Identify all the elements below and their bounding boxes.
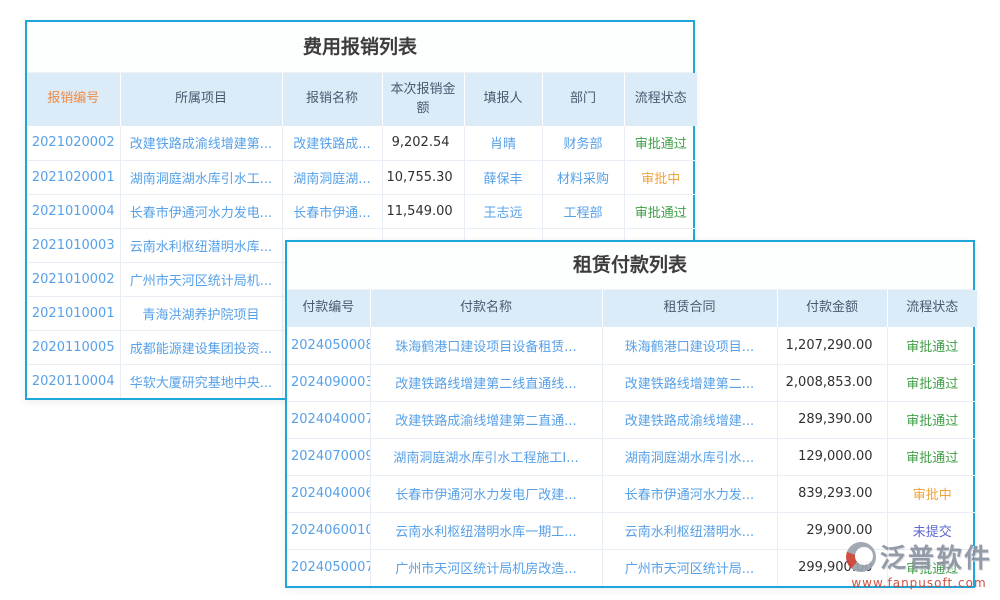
rental-col-status[interactable]: 流程状态 <box>887 290 977 327</box>
table-row[interactable]: 2024040007 改建铁路成渝线增建第二直通... 改建铁路成渝线增建...… <box>287 400 977 438</box>
expense-id-cell[interactable]: 2020110004 <box>27 363 121 398</box>
rental-amount-cell: 839,293.00 <box>777 474 888 512</box>
status-badge: 审批中 <box>887 474 977 512</box>
rental-id-cell[interactable]: 2024040007 <box>287 400 371 438</box>
status-badge: 审批通过 <box>624 193 697 228</box>
rental-amount-cell: 2,008,853.00 <box>777 363 888 401</box>
rental-amount-cell: 1,207,290.00 <box>777 327 888 364</box>
expense-header-row: 报销编号 所属项目 报销名称 本次报销金额 填报人 部门 流程状态 <box>27 73 697 126</box>
expense-table-title: 费用报销列表 <box>27 22 693 73</box>
rental-amount-cell: 129,000.00 <box>777 437 888 475</box>
rental-id-cell[interactable]: 2024040006 <box>287 474 371 512</box>
rental-col-contract[interactable]: 租赁合同 <box>602 290 778 327</box>
rental-table-title: 租赁付款列表 <box>287 242 973 290</box>
rental-amount-cell: 289,390.00 <box>777 400 888 438</box>
expense-id-cell[interactable]: 2021020002 <box>27 126 121 160</box>
expense-name-cell[interactable]: 改建铁路成... <box>282 126 383 160</box>
rental-amount-cell: 29,900.00 <box>777 511 888 549</box>
rental-id-cell[interactable]: 2024070009 <box>287 437 371 475</box>
rental-id-cell[interactable]: 2024050007 <box>287 548 371 586</box>
table-row[interactable]: 2021020002 改建铁路成渝线增建第... 改建铁路成... 9,202.… <box>27 126 697 160</box>
rental-id-cell[interactable]: 2024090003 <box>287 363 371 401</box>
status-badge: 审批通过 <box>887 400 977 438</box>
status-badge: 审批通过 <box>887 548 977 586</box>
expense-amount-cell: 11,549.00 <box>382 193 465 228</box>
expense-dept-cell[interactable]: 财务部 <box>542 126 625 160</box>
table-row[interactable]: 2021010004 长春市伊通河水力发电... 长春市伊通... 11,549… <box>27 193 697 228</box>
rental-name-cell[interactable]: 珠海鹤港口建设项目设备租赁... <box>370 327 603 364</box>
rental-payment-card: 租赁付款列表 付款编号 付款名称 租赁合同 付款金额 流程状态 20240500… <box>285 240 977 588</box>
rental-name-cell[interactable]: 改建铁路成渝线增建第二直通... <box>370 400 603 438</box>
table-row[interactable]: 2024090003 改建铁路线增建第二线直通线... 改建铁路线增建第二...… <box>287 363 977 401</box>
table-row[interactable]: 2021020001 湖南洞庭湖水库引水工... 湖南洞庭湖... 10,755… <box>27 159 697 194</box>
expense-col-amount[interactable]: 本次报销金额 <box>382 73 465 126</box>
rental-contract-cell[interactable]: 云南水利枢纽潜明水... <box>602 511 778 549</box>
rental-table: 付款编号 付款名称 租赁合同 付款金额 流程状态 2024050008 珠海鹤港… <box>287 290 977 586</box>
rental-header-row: 付款编号 付款名称 租赁合同 付款金额 流程状态 <box>287 290 977 327</box>
rental-name-cell[interactable]: 湖南洞庭湖水库引水工程施工I... <box>370 437 603 475</box>
rental-col-id[interactable]: 付款编号 <box>287 290 371 327</box>
expense-id-cell[interactable]: 2021010004 <box>27 193 121 228</box>
expense-col-id[interactable]: 报销编号 <box>27 73 121 126</box>
status-badge: 审批通过 <box>887 363 977 401</box>
expense-project-cell[interactable]: 广州市天河区统计局机... <box>120 261 283 296</box>
expense-id-cell[interactable]: 2021010002 <box>27 261 121 296</box>
expense-project-cell[interactable]: 华软大厦研究基地中央... <box>120 363 283 398</box>
rental-contract-cell[interactable]: 湖南洞庭湖水库引水... <box>602 437 778 475</box>
status-badge: 审批通过 <box>887 437 977 475</box>
rental-id-cell[interactable]: 2024060010 <box>287 511 371 549</box>
rental-col-name[interactable]: 付款名称 <box>370 290 603 327</box>
expense-col-name[interactable]: 报销名称 <box>282 73 383 126</box>
rental-amount-cell: 299,900.00 <box>777 548 888 586</box>
expense-project-cell[interactable]: 成都能源建设集团投资... <box>120 329 283 364</box>
expense-col-dept[interactable]: 部门 <box>542 73 625 126</box>
expense-id-cell[interactable]: 2021010003 <box>27 227 121 262</box>
rental-name-cell[interactable]: 广州市天河区统计局机房改造... <box>370 548 603 586</box>
expense-id-cell[interactable]: 2020110005 <box>27 329 121 364</box>
expense-project-cell[interactable]: 长春市伊通河水力发电... <box>120 193 283 228</box>
rental-contract-cell[interactable]: 广州市天河区统计局... <box>602 548 778 586</box>
expense-project-cell[interactable]: 云南水利枢纽潜明水库... <box>120 227 283 262</box>
rental-name-cell[interactable]: 改建铁路线增建第二线直通线... <box>370 363 603 401</box>
expense-name-cell[interactable]: 湖南洞庭湖... <box>282 159 383 194</box>
rental-contract-cell[interactable]: 改建铁路成渝线增建... <box>602 400 778 438</box>
rental-contract-cell[interactable]: 改建铁路线增建第二... <box>602 363 778 401</box>
table-row[interactable]: 2024050007 广州市天河区统计局机房改造... 广州市天河区统计局...… <box>287 548 977 586</box>
expense-project-cell[interactable]: 改建铁路成渝线增建第... <box>120 126 283 160</box>
expense-name-cell[interactable]: 长春市伊通... <box>282 193 383 228</box>
status-badge: 审批中 <box>624 159 697 194</box>
expense-reporter-cell[interactable]: 薛保丰 <box>464 159 543 194</box>
table-row[interactable]: 2024060010 云南水利枢纽潜明水库一期工... 云南水利枢纽潜明水...… <box>287 511 977 549</box>
rental-col-amount[interactable]: 付款金额 <box>777 290 888 327</box>
rental-name-cell[interactable]: 长春市伊通河水力发电厂改建... <box>370 474 603 512</box>
expense-reporter-cell[interactable]: 王志远 <box>464 193 543 228</box>
expense-id-cell[interactable]: 2021010001 <box>27 295 121 330</box>
status-badge: 审批通过 <box>634 137 687 153</box>
table-row[interactable]: 2024040006 长春市伊通河水力发电厂改建... 长春市伊通河水力发...… <box>287 474 977 512</box>
expense-col-status[interactable]: 流程状态 <box>624 73 697 126</box>
rental-id-cell[interactable]: 2024050008 <box>287 327 371 364</box>
rental-name-cell[interactable]: 云南水利枢纽潜明水库一期工... <box>370 511 603 549</box>
status-badge: 审批通过 <box>906 339 959 355</box>
expense-project-cell[interactable]: 湖南洞庭湖水库引水工... <box>120 159 283 194</box>
expense-reporter-cell[interactable]: 肖晴 <box>464 126 543 160</box>
table-row[interactable]: 2024050008 珠海鹤港口建设项目设备租赁... 珠海鹤港口建设项目...… <box>287 327 977 364</box>
rental-contract-cell[interactable]: 长春市伊通河水力发... <box>602 474 778 512</box>
expense-col-project[interactable]: 所属项目 <box>120 73 283 126</box>
expense-amount-cell: 9,202.54 <box>382 126 465 160</box>
status-badge: 未提交 <box>887 511 977 549</box>
table-row[interactable]: 2024070009 湖南洞庭湖水库引水工程施工I... 湖南洞庭湖水库引水..… <box>287 437 977 475</box>
expense-id-cell[interactable]: 2021020001 <box>27 159 121 194</box>
expense-dept-cell[interactable]: 材料采购 <box>542 159 625 194</box>
expense-amount-cell: 10,755.30 <box>382 159 465 194</box>
rental-contract-cell[interactable]: 珠海鹤港口建设项目... <box>602 327 778 364</box>
expense-dept-cell[interactable]: 工程部 <box>542 193 625 228</box>
expense-project-cell[interactable]: 青海洪湖养护院项目 <box>120 295 283 330</box>
expense-col-reporter[interactable]: 填报人 <box>464 73 543 126</box>
